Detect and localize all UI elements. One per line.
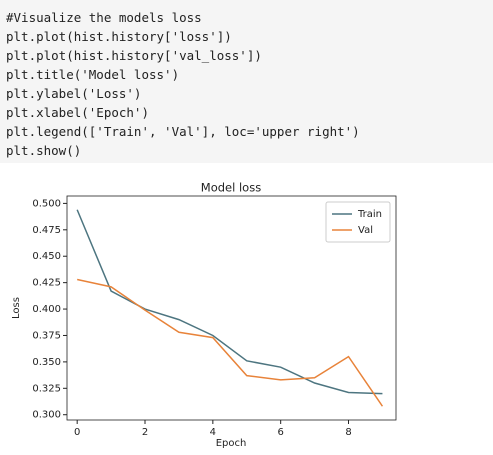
x-tick-label: 8 [345,427,351,438]
chart: Model loss Epoch Loss 0.300 0.325 0.350 0.3… [11,181,397,449]
code-line: plt.plot(hist.history['loss']) [6,29,232,44]
y-tick-label: 0.375 [32,330,61,341]
line-series [77,278,384,407]
legend-box [325,201,391,243]
y-tick-label: 0.500 [32,198,61,209]
code-line: plt.title('Model loss') [6,67,180,82]
code-line: plt.legend(['Train', 'Val'], loc='upper … [6,124,360,139]
legend-label: Val [358,225,373,236]
y-axis-label: Loss [11,297,22,319]
legend: Train Val [325,201,391,243]
x-axis-label: Epoch [216,438,247,449]
y-tick-label: 0.425 [32,278,61,289]
line-series [76,209,383,395]
y-tick-label: 0.400 [32,304,61,315]
code-line: plt.plot(hist.history['val_loss']) [6,48,262,63]
x-tick-label: 6 [277,427,283,438]
x-tick-label: 2 [142,427,148,438]
y-tick-label: 0.475 [32,225,61,236]
legend-label: Train [357,209,382,220]
y-tick-label: 0.325 [32,383,61,394]
code-line: plt.ylabel('Loss') [6,86,142,101]
code-line: plt.show() [6,143,82,158]
y-tick-label: 0.300 [32,410,61,421]
y-tick-label: 0.350 [32,357,61,368]
chart-title: Model loss [201,181,261,195]
code-line: #Visualize the models loss [6,10,202,25]
x-tick-label: 4 [210,427,216,438]
code-line: plt.xlabel('Epoch') [6,105,149,120]
plot-frame [66,195,397,421]
y-tick-label: 0.450 [32,251,61,262]
x-tick-label: 0 [74,427,80,438]
code-cell: #Visualize the models loss plt.plot(hist.… [0,0,493,163]
